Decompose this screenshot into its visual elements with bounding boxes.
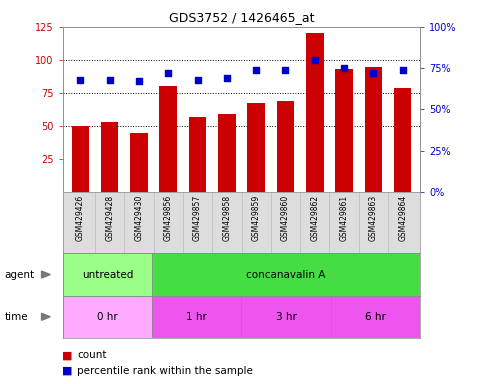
Point — [399, 67, 407, 73]
Point — [282, 67, 289, 73]
Text: GSM429426: GSM429426 — [76, 195, 85, 241]
Bar — [71, 126, 89, 192]
Point — [164, 70, 172, 76]
Point — [311, 57, 319, 63]
Point — [135, 78, 143, 84]
Text: 3 hr: 3 hr — [276, 312, 297, 322]
Point — [340, 65, 348, 71]
Text: GSM429428: GSM429428 — [105, 195, 114, 241]
Text: GSM429862: GSM429862 — [310, 195, 319, 241]
Bar — [152, 296, 242, 338]
Text: GSM429861: GSM429861 — [340, 195, 349, 241]
Point — [369, 70, 377, 76]
Bar — [218, 114, 236, 192]
Point — [223, 75, 231, 81]
Text: agent: agent — [5, 270, 35, 280]
Bar — [331, 296, 420, 338]
Bar — [189, 117, 206, 192]
Bar — [242, 296, 331, 338]
Point — [252, 67, 260, 73]
Bar — [335, 69, 353, 192]
Point — [76, 77, 84, 83]
Text: count: count — [77, 350, 107, 360]
Bar — [101, 122, 118, 192]
Point — [106, 77, 114, 83]
Bar — [394, 88, 412, 192]
Bar — [63, 253, 152, 296]
Bar — [247, 104, 265, 192]
Text: time: time — [5, 312, 28, 322]
Text: GSM429864: GSM429864 — [398, 195, 407, 241]
Text: ■: ■ — [62, 366, 73, 376]
Text: GSM429858: GSM429858 — [222, 195, 231, 241]
Bar — [277, 101, 294, 192]
Text: 6 hr: 6 hr — [365, 312, 386, 322]
Text: untreated: untreated — [82, 270, 133, 280]
Bar — [63, 296, 152, 338]
Text: GSM429430: GSM429430 — [134, 195, 143, 242]
Bar — [152, 253, 420, 296]
Bar — [159, 86, 177, 192]
Point — [194, 77, 201, 83]
Text: concanavalin A: concanavalin A — [246, 270, 326, 280]
Text: GSM429856: GSM429856 — [164, 195, 173, 241]
Text: percentile rank within the sample: percentile rank within the sample — [77, 366, 253, 376]
Text: GSM429857: GSM429857 — [193, 195, 202, 241]
Text: 0 hr: 0 hr — [97, 312, 118, 322]
Text: GSM429860: GSM429860 — [281, 195, 290, 241]
Text: GSM429863: GSM429863 — [369, 195, 378, 241]
Bar — [306, 33, 324, 192]
Text: GSM429859: GSM429859 — [252, 195, 261, 241]
Bar — [130, 132, 148, 192]
Text: GDS3752 / 1426465_at: GDS3752 / 1426465_at — [169, 12, 314, 25]
Text: 1 hr: 1 hr — [186, 312, 207, 322]
Bar — [365, 66, 382, 192]
Text: ■: ■ — [62, 350, 73, 360]
